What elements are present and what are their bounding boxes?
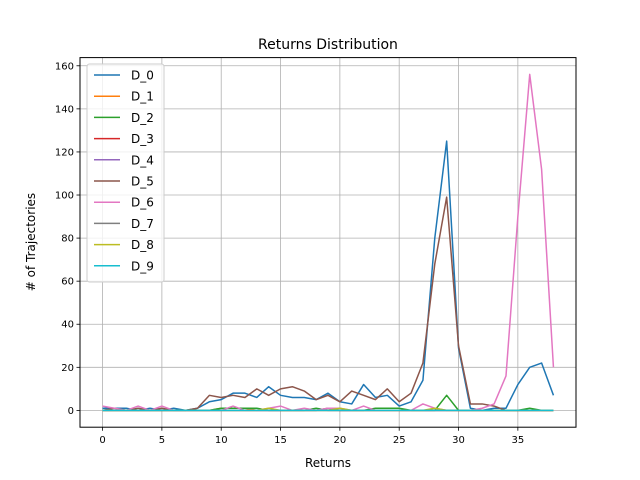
legend-label: D_9 [131,259,154,273]
legend-label: D_0 [131,69,154,83]
legend-label: D_4 [131,153,154,167]
y-tick-label: 0 [68,406,74,417]
x-tick-label: 15 [274,435,287,446]
legend-label: D_2 [131,111,154,125]
chart-title: Returns Distribution [258,37,398,53]
y-tick-label: 100 [55,191,74,202]
legend-label: D_3 [131,132,154,146]
x-tick-label: 30 [452,435,465,446]
x-axis-label: Returns [305,456,351,470]
legend-label: D_1 [131,90,154,104]
y-tick-label: 40 [61,320,74,331]
y-tick-label: 140 [55,104,74,115]
axis-ticks: 0 5 10 15 20 25 30 35 0 20 40 60 80 100 120 140 160 [55,61,524,446]
x-tick-label: 25 [393,435,406,446]
legend-label: D_6 [131,196,154,210]
x-tick-label: 35 [511,435,524,446]
x-tick-label: 20 [333,435,346,446]
y-tick-label: 20 [61,363,74,374]
legend-label: D_8 [131,238,154,252]
series-lines [102,73,555,412]
y-tick-label: 160 [55,61,74,72]
y-tick-label: 60 [61,277,74,288]
legend-box [86,63,165,283]
y-axis-label: # of Trajectories [24,193,38,291]
y-tick-label: 120 [55,147,74,158]
plot-frame [79,57,577,428]
legend-label: D_7 [131,217,154,231]
y-tick-label: 80 [61,234,74,245]
legend: D_0 D_1 D_2 D_3 D_4 D_5 D_6 D_7 D_8 D_9 [86,63,165,283]
x-tick-label: 5 [159,435,165,446]
x-tick-label: 10 [215,435,228,446]
legend-label: D_5 [131,175,154,189]
x-tick-label: 0 [99,435,105,446]
